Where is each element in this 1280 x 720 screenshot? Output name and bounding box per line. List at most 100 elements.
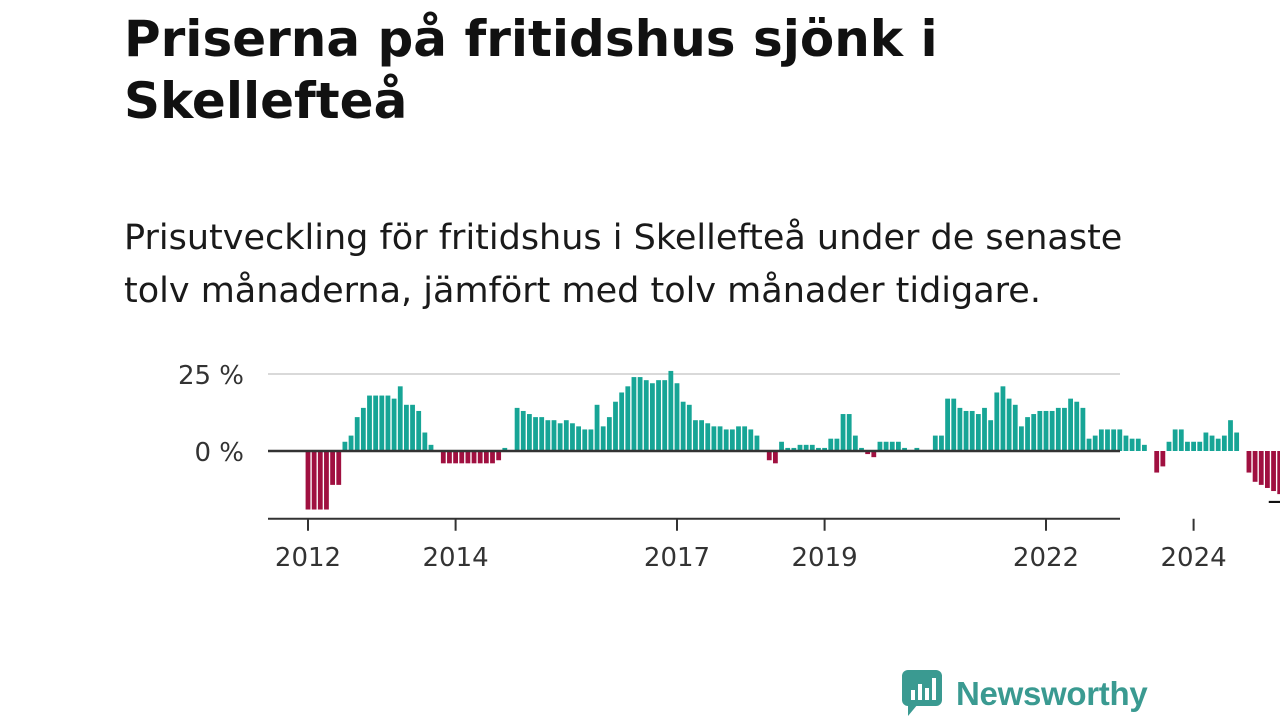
bar xyxy=(1215,438,1221,451)
bar xyxy=(576,426,581,451)
bar xyxy=(397,386,403,451)
bar xyxy=(483,451,489,464)
bar xyxy=(1012,404,1018,451)
bar xyxy=(619,392,625,451)
bar xyxy=(932,435,938,451)
chart-title: Priserna på fritidshus sjönk i Skellefte… xyxy=(124,10,938,130)
bar xyxy=(1025,417,1030,451)
bar xyxy=(859,447,864,451)
bar xyxy=(914,447,920,451)
x-tick-label: 2022 xyxy=(1013,543,1079,573)
bar xyxy=(606,417,612,451)
bar xyxy=(1258,451,1264,485)
bar xyxy=(736,426,741,451)
bar xyxy=(545,420,551,451)
bar xyxy=(797,444,803,451)
bar xyxy=(631,377,637,451)
bar xyxy=(939,435,944,451)
bar xyxy=(1062,407,1067,451)
bar xyxy=(994,392,1000,451)
bar xyxy=(988,420,994,451)
bar xyxy=(828,438,834,451)
bar xyxy=(766,451,772,461)
bar xyxy=(1129,438,1135,451)
bar xyxy=(1105,429,1110,451)
bar xyxy=(877,441,883,451)
bar xyxy=(1031,414,1037,451)
bar xyxy=(729,429,735,451)
bar xyxy=(453,451,458,464)
bar xyxy=(1142,444,1147,451)
bar xyxy=(440,451,446,464)
bar xyxy=(471,451,477,464)
bar xyxy=(982,407,987,451)
bar xyxy=(809,444,815,451)
bar xyxy=(650,383,655,451)
bar xyxy=(588,429,594,451)
bar xyxy=(539,417,545,451)
bar xyxy=(1228,420,1233,451)
bar xyxy=(551,420,557,451)
brand-logo[interactable]: Newsworthy xyxy=(902,670,1148,718)
newsworthy-logo-icon xyxy=(902,670,942,716)
bar xyxy=(465,451,471,464)
bar xyxy=(317,451,323,510)
bar xyxy=(693,420,698,451)
bar xyxy=(1092,435,1098,451)
bar xyxy=(1209,435,1215,451)
bar xyxy=(1252,451,1258,482)
bar xyxy=(324,451,329,510)
bar xyxy=(822,447,827,451)
bar xyxy=(902,447,907,451)
bar xyxy=(1123,435,1129,451)
bar xyxy=(1043,410,1049,451)
bar xyxy=(803,444,809,451)
bar xyxy=(305,451,311,510)
bar xyxy=(1080,407,1086,451)
bar xyxy=(637,377,643,451)
bar xyxy=(625,386,631,451)
x-tick-label: 2014 xyxy=(423,543,489,573)
bar xyxy=(1234,432,1240,451)
bar xyxy=(1055,407,1061,451)
bar xyxy=(563,420,569,451)
bar xyxy=(514,407,520,451)
bar xyxy=(391,398,397,451)
bar xyxy=(1203,432,1209,451)
bar xyxy=(717,426,723,451)
bar xyxy=(951,398,957,451)
bar xyxy=(883,441,889,451)
last-value-label: −9 % xyxy=(1266,487,1280,517)
bar xyxy=(1086,438,1092,451)
bar xyxy=(1019,426,1024,451)
bar xyxy=(723,429,729,451)
bar xyxy=(742,426,748,451)
y-tick-label: 25 % xyxy=(178,361,244,391)
bar xyxy=(490,451,495,464)
bar xyxy=(502,447,508,451)
bar xyxy=(527,414,532,451)
y-tick-label: 0 % xyxy=(194,438,244,468)
bar xyxy=(373,395,379,451)
bar xyxy=(816,447,821,451)
bar xyxy=(385,395,391,451)
bar xyxy=(1098,429,1104,451)
bar xyxy=(889,441,895,451)
bar xyxy=(1154,451,1160,473)
bar xyxy=(1277,451,1280,495)
x-tick-label: 2017 xyxy=(644,543,710,573)
bar xyxy=(662,380,668,451)
bar xyxy=(791,447,797,451)
bar xyxy=(674,383,680,451)
bar xyxy=(354,417,360,451)
chart-subtitle: Prisutveckling för fritidshus i Skelleft… xyxy=(124,218,1123,311)
bar xyxy=(656,380,661,451)
bar xyxy=(785,447,791,451)
bar xyxy=(1111,429,1117,451)
bar xyxy=(686,404,692,451)
bar xyxy=(699,420,704,451)
bar xyxy=(416,410,422,451)
bar xyxy=(447,451,452,464)
bar xyxy=(705,423,711,451)
bar xyxy=(342,441,348,451)
